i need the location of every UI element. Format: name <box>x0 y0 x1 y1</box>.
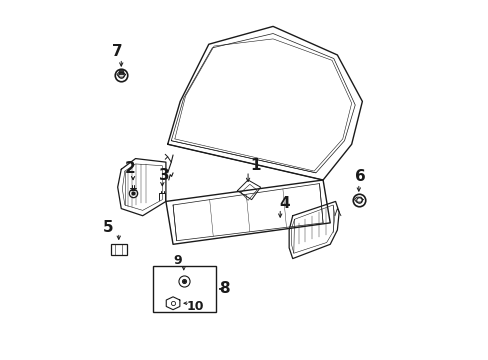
Text: 3: 3 <box>159 168 169 183</box>
Bar <box>153 266 216 312</box>
Text: 5: 5 <box>102 220 113 235</box>
Text: 6: 6 <box>354 169 365 184</box>
Text: 8: 8 <box>219 282 230 296</box>
Text: 1: 1 <box>249 158 260 173</box>
Text: 4: 4 <box>279 196 289 211</box>
Text: 9: 9 <box>173 253 181 266</box>
Bar <box>111 244 126 255</box>
Text: 10: 10 <box>186 300 203 312</box>
Text: 7: 7 <box>112 44 123 59</box>
Text: 2: 2 <box>124 161 135 176</box>
